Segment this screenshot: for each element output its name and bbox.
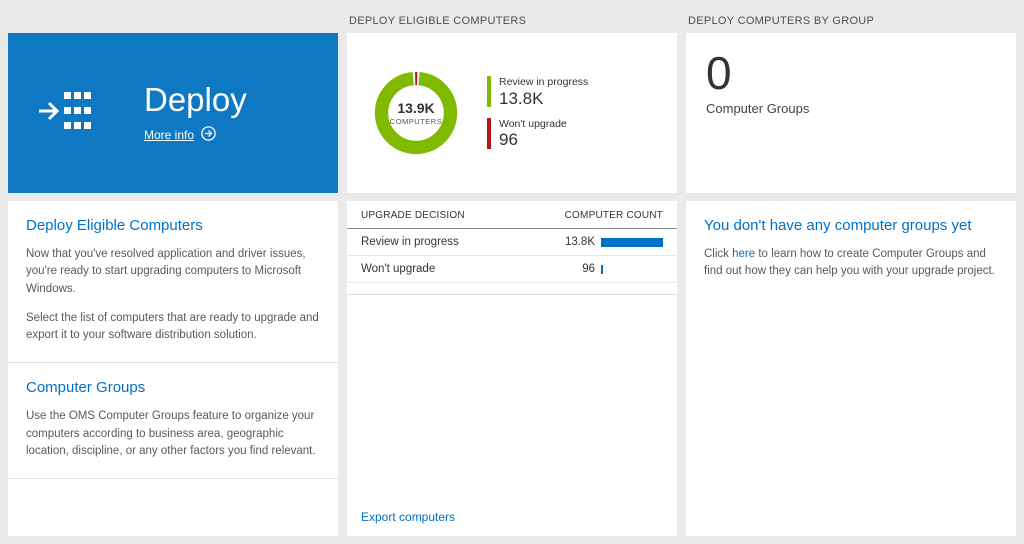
computer-groups-heading: Computer Groups	[26, 379, 146, 397]
legend-value: 96	[499, 130, 518, 150]
table-section-divider	[347, 283, 677, 295]
row-label: Won't upgrade	[361, 263, 436, 275]
computer-groups-count-tile[interactable]: 0 Computer Groups	[686, 33, 1016, 193]
no-groups-text-before: Click	[704, 248, 733, 260]
right-column-header: DEPLOY COMPUTERS BY GROUP	[688, 14, 875, 27]
table-row[interactable]: Won't upgrade 96	[347, 256, 677, 283]
row-value: 96	[582, 263, 595, 275]
more-info-link[interactable]: More info	[144, 126, 216, 144]
middle-column: DEPLOY ELIGIBLE COMPUTERS 13.9K COMPUTER…	[347, 8, 677, 536]
middle-column-header: DEPLOY ELIGIBLE COMPUTERS	[349, 14, 527, 27]
table-row[interactable]: Review in progress 13.8K	[347, 229, 677, 256]
deploy-tile-text: Deploy More info	[144, 80, 247, 144]
deploy-icon	[38, 88, 100, 139]
legend-item-review-in-progress: Review in progress 13.8K	[487, 76, 588, 108]
no-groups-heading: You don't have any computer groups yet	[704, 217, 972, 234]
here-link[interactable]: here	[732, 248, 756, 260]
donut-segment-main	[374, 71, 458, 155]
deploy-eligible-section: Deploy Eligible Computers Now that you'v…	[8, 201, 338, 362]
right-column: DEPLOY COMPUTERS BY GROUP 0 Computer Gro…	[686, 8, 1016, 536]
legend-item-wont-upgrade: Won't upgrade 96	[487, 117, 588, 150]
computer-groups-section: Computer Groups Use the OMS Computer Gro…	[8, 362, 338, 478]
legend-swatch	[487, 76, 491, 108]
legend-value: 13.8K	[499, 88, 544, 108]
count-bar	[601, 237, 663, 247]
donut-legend: Review in progress 13.8K Won't upgrade 9…	[487, 76, 588, 149]
row-bar-track	[601, 264, 663, 274]
legend-label: Won't upgrade	[499, 117, 567, 130]
row-value: 13.8K	[564, 236, 595, 248]
computer-groups-count: 0	[706, 47, 732, 99]
deploy-eligible-heading: Deploy Eligible Computers	[26, 217, 203, 234]
no-groups-text: Click here to learn how to create Comput…	[704, 246, 998, 281]
left-column: Deploy More info Deploy Eligible Compute…	[8, 8, 338, 536]
legend-label: Review in progress	[499, 76, 589, 89]
table-header-upgrade-decision: UPGRADE DECISION	[361, 210, 465, 221]
donut-segment-small	[374, 71, 458, 155]
donut-chart[interactable]: 13.9K COMPUTERS	[369, 66, 463, 160]
deploy-description-panel: Deploy Eligible Computers Now that you'v…	[8, 201, 338, 536]
computer-groups-count-label: Computer Groups	[706, 101, 810, 117]
deploy-eligible-paragraph-1: Now that you've resolved application and…	[26, 248, 306, 295]
legend-swatch	[487, 117, 491, 149]
more-info-label: More info	[144, 128, 195, 143]
eligible-computers-chart-tile: 13.9K COMPUTERS Review in progress 13.8K…	[347, 33, 677, 193]
left-column-header	[8, 8, 338, 33]
legend-text: Review in progress 13.8K	[499, 76, 588, 108]
export-computers-link[interactable]: Export computers	[361, 510, 456, 524]
deploy-tile[interactable]: Deploy More info	[8, 33, 338, 193]
table-header-computer-count: COMPUTER COUNT	[564, 210, 663, 221]
arrow-right-circle-icon	[201, 126, 216, 144]
row-bar-track	[601, 237, 663, 247]
deploy-eligible-paragraph-2: Select the list of computers that are re…	[26, 311, 319, 341]
upgrade-decision-table-panel: UPGRADE DECISION COMPUTER COUNT Review i…	[347, 201, 677, 536]
table-header-row: UPGRADE DECISION COMPUTER COUNT	[347, 201, 677, 229]
no-computer-groups-panel: You don't have any computer groups yet C…	[686, 201, 1016, 536]
left-panel-filler	[8, 478, 338, 536]
count-bar	[601, 264, 603, 274]
computer-groups-paragraph: Use the OMS Computer Groups feature to o…	[26, 410, 316, 457]
deploy-tile-title: Deploy	[144, 80, 247, 118]
row-label: Review in progress	[361, 236, 459, 248]
legend-text: Won't upgrade 96	[499, 118, 567, 150]
no-groups-text-after: to learn how to create Computer Groups a…	[704, 248, 995, 278]
